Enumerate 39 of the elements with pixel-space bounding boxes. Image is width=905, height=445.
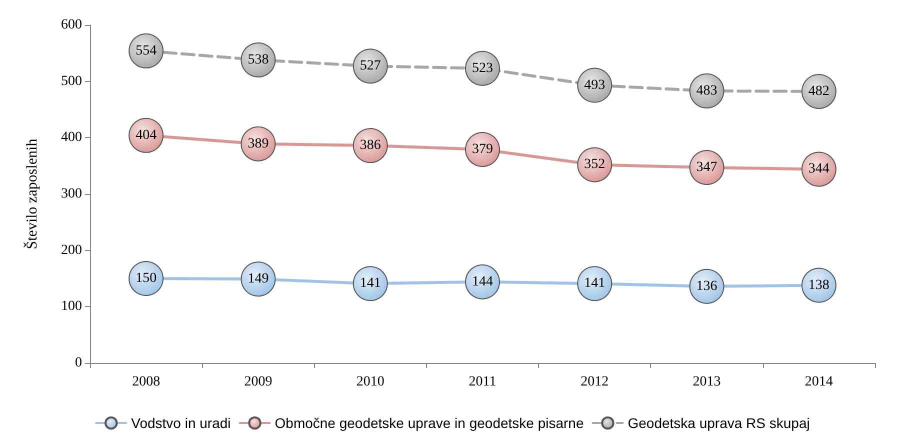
data-label: 483 (696, 83, 718, 98)
data-label: 379 (472, 142, 493, 157)
y-tick-label: 500 (61, 74, 82, 89)
y-tick-label: 600 (61, 18, 82, 32)
data-label: 352 (584, 157, 606, 172)
data-label: 141 (360, 276, 381, 292)
x-tick-label: 2010 (356, 374, 384, 390)
x-tick-label: 2008 (132, 374, 160, 390)
y-tick-label: 0 (75, 356, 82, 370)
y-tick-label: 100 (61, 299, 82, 314)
data-label: 150 (136, 271, 157, 286)
y-axis-title: Število zaposlenih (24, 138, 40, 250)
data-label: 141 (584, 276, 606, 292)
x-tick-label: 2014 (804, 374, 833, 390)
data-label: 493 (584, 78, 606, 93)
data-label: 144 (472, 274, 493, 290)
data-label: 344 (808, 162, 830, 177)
x-tick-label: 2013 (692, 374, 721, 390)
data-label: 136 (696, 278, 718, 294)
x-tick-label: 2012 (580, 374, 609, 390)
legend-label: Geodetska uprava RS skupaj (628, 415, 810, 431)
y-tick-label: 200 (61, 242, 82, 258)
data-label: 149 (248, 272, 269, 287)
data-label: 404 (136, 128, 157, 143)
data-label: 482 (808, 84, 830, 99)
data-label: 554 (136, 43, 157, 58)
legend-label: Vodstvo in uradi (131, 415, 231, 431)
data-label: 386 (360, 138, 381, 154)
data-label: 527 (360, 58, 381, 74)
legend-label: Območne geodetske uprave in geodetske pisarne (274, 415, 584, 431)
y-tick-label: 400 (61, 130, 82, 146)
data-label: 389 (248, 136, 269, 152)
x-tick-label: 2011 (468, 374, 496, 390)
data-label: 538 (248, 52, 269, 68)
x-tick-label: 2009 (244, 374, 272, 390)
data-label: 347 (696, 160, 718, 176)
data-label: 523 (472, 60, 493, 76)
y-tick-label: 300 (61, 186, 82, 202)
data-label: 138 (808, 278, 830, 293)
